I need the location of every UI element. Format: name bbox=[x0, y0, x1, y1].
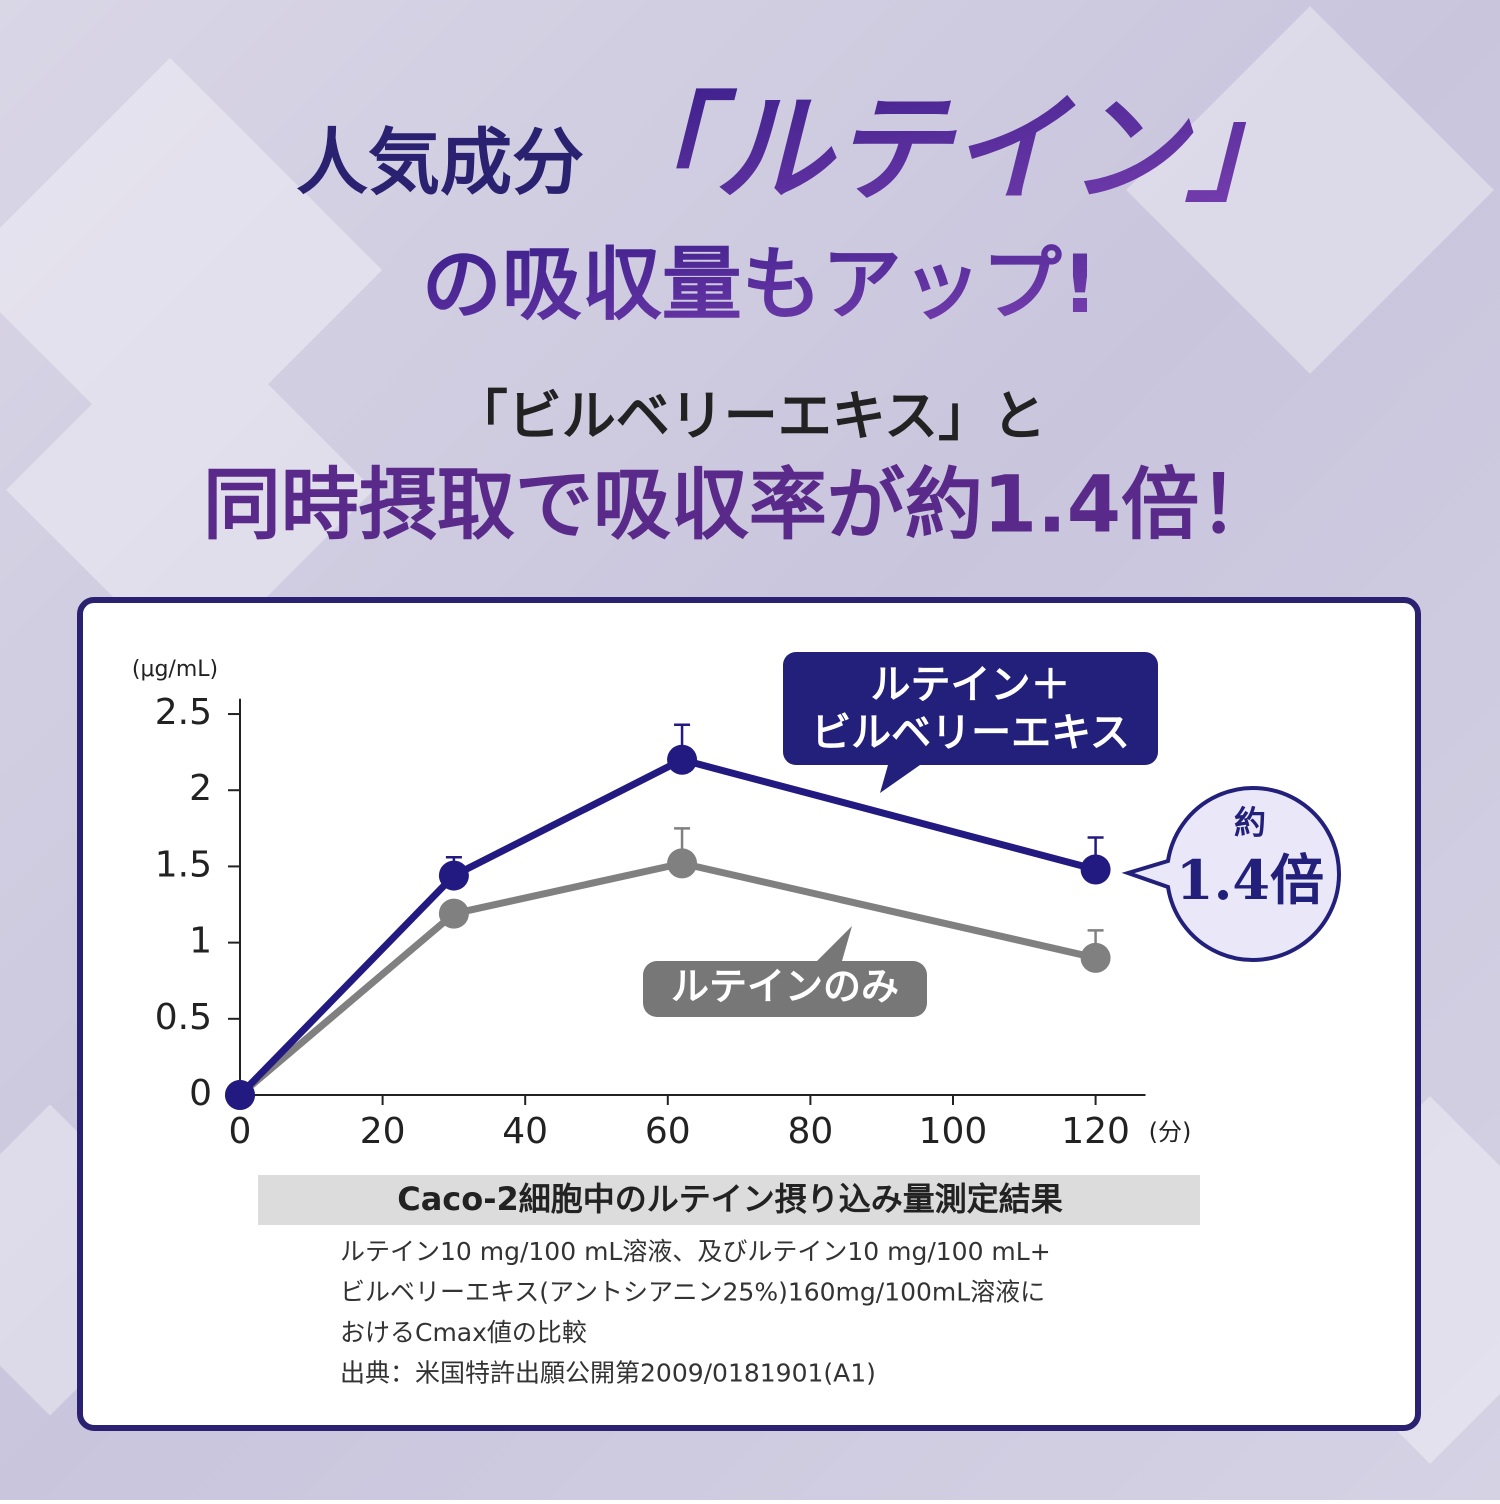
caption-bar bbox=[258, 1175, 1200, 1225]
point bbox=[438, 860, 469, 891]
series-line bbox=[237, 859, 1097, 1098]
point bbox=[438, 898, 469, 929]
point bbox=[667, 848, 698, 879]
x-axis-label: (分) bbox=[1149, 1118, 1192, 1146]
note: ルテイン10 mg/100 mL溶液、及びルテイン10 mg/100 mL+ bbox=[340, 1237, 1051, 1266]
x-tick-label: 40 bbox=[502, 1111, 548, 1152]
caption: Caco-2細胞中のルテイン摂り込み量測定結果 bbox=[397, 1180, 1063, 1218]
legend-blue: ルテイン＋ ビルベリーエキス bbox=[783, 652, 1158, 793]
callout-text: 1.4倍 bbox=[1176, 848, 1324, 912]
callout-text: 約 bbox=[1234, 804, 1266, 842]
y-tick-label: 0 bbox=[189, 1073, 212, 1114]
point bbox=[1080, 854, 1111, 885]
x-tick-label: 120 bbox=[1061, 1111, 1130, 1152]
x-tick-label: 80 bbox=[787, 1111, 833, 1152]
y-tick-label: 2 bbox=[189, 768, 212, 809]
point bbox=[667, 744, 698, 775]
y-tick-label: 0.5 bbox=[155, 997, 212, 1038]
point bbox=[225, 1080, 255, 1110]
headline: 人気成分 bbox=[296, 121, 584, 205]
x-tick-label: 20 bbox=[360, 1111, 406, 1152]
subtitle: 同時摂取で吸収率が約1.4倍！ bbox=[203, 460, 1277, 550]
y-tick-label: 1 bbox=[189, 921, 212, 962]
point bbox=[1080, 942, 1111, 973]
legend-label-box: ルテイン＋ ビルベリーエキス bbox=[811, 661, 1130, 756]
y-axis-label: (μg/mL) bbox=[132, 657, 218, 682]
x-tick-label: 0 bbox=[229, 1111, 252, 1152]
legend-label: ルテイン＋ ビルベリーエキス bbox=[811, 661, 1130, 756]
note: ビルベリーエキス(アントシアニン25%)160mg/100mL溶液に bbox=[340, 1278, 1045, 1307]
callout: 約 1.4倍 bbox=[1121, 786, 1341, 962]
series-line bbox=[237, 756, 1097, 1098]
headline: の吸収量もアップ! bbox=[422, 238, 1098, 331]
y-tick-label: 1.5 bbox=[155, 844, 212, 885]
legend-box bbox=[783, 652, 1158, 793]
x-tick-label: 100 bbox=[919, 1111, 988, 1152]
legend-gray: ルテインのみ bbox=[643, 926, 927, 1017]
legend-label: ルテインのみ bbox=[671, 965, 899, 1009]
headline: 「ルテイン」 bbox=[596, 80, 1304, 218]
plot: 0 0.5 1 1.5 2 2.5 0 20 40 60 80 100 120 bbox=[155, 692, 1146, 1152]
y-tick-label: 2.5 bbox=[155, 692, 212, 733]
note: 出典：米国特許出願公開第2009/0181901(A1) bbox=[340, 1359, 876, 1388]
legend-box bbox=[643, 926, 927, 1017]
x-tick-label: 60 bbox=[645, 1111, 691, 1152]
note: おけるCmax値の比較 bbox=[340, 1318, 587, 1347]
subtitle: 「ビルベリーエキス」と bbox=[454, 385, 1046, 448]
callout-bubble bbox=[1121, 786, 1341, 962]
notes: ルテイン10 mg/100 mL溶液、及びルテイン10 mg/100 mL+ ビル… bbox=[340, 1237, 1051, 1388]
